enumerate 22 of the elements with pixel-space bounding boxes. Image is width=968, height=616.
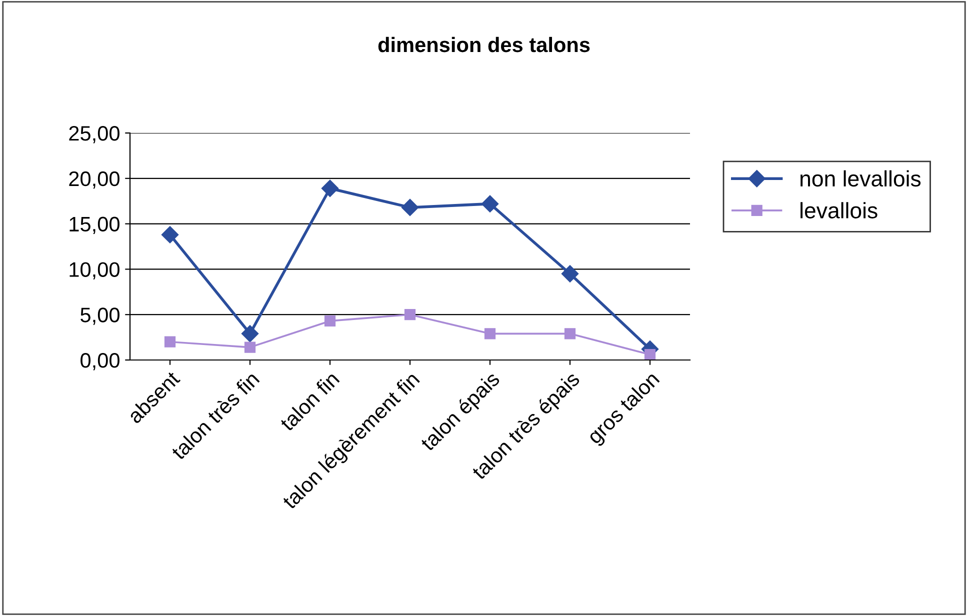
y-tick-label: 0,00 <box>80 353 120 370</box>
chart-title: dimension des talons <box>378 36 590 52</box>
point <box>561 265 579 282</box>
point <box>481 195 499 212</box>
legend-label: levallois <box>800 202 878 218</box>
y-tick-label: 5,00 <box>80 308 120 325</box>
y-tick-label: 15,00 <box>70 216 120 234</box>
point <box>161 226 179 244</box>
legend-label: non levallois <box>800 170 921 187</box>
point <box>484 328 496 340</box>
point <box>241 325 259 342</box>
point <box>644 348 656 360</box>
point <box>404 309 416 320</box>
point <box>324 315 336 327</box>
y-tick-label: 20,00 <box>69 171 120 189</box>
point <box>164 336 176 348</box>
point <box>401 198 419 216</box>
y-tick-label: 10,00 <box>70 262 120 280</box>
y-tick-label: 25,00 <box>69 126 120 144</box>
point <box>564 328 576 340</box>
point <box>244 342 256 353</box>
point <box>321 180 339 197</box>
